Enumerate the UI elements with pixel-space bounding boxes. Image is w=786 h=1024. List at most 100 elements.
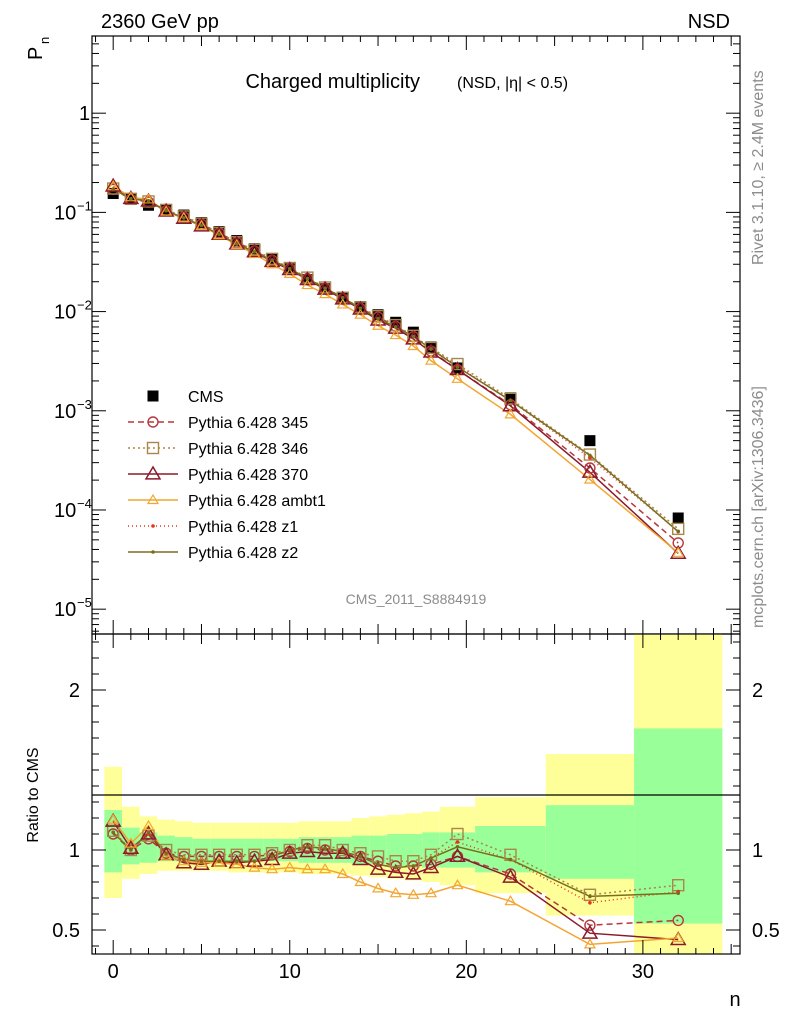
data-point-cms xyxy=(195,217,207,229)
ratio-point-p346 xyxy=(583,888,597,901)
ratio-point-z2 xyxy=(340,849,345,854)
y-tick-label-exponent: −5 xyxy=(77,595,92,610)
ratio-point-p346 xyxy=(283,843,296,857)
data-point-z2 xyxy=(340,295,345,300)
ratio-point-z2 xyxy=(411,864,416,868)
ratio-point-ambt1 xyxy=(451,879,464,890)
y-tick-label: 10 xyxy=(54,202,76,224)
ratio-point-p345 xyxy=(584,919,596,931)
data-point-z2 xyxy=(393,325,398,329)
data-point-cms xyxy=(213,226,225,238)
legend-label-p346: Pythia 6.428 346 xyxy=(188,441,308,458)
ratio-point-p370 xyxy=(352,851,369,866)
data-point-p346 xyxy=(672,522,685,536)
band-inner xyxy=(545,805,635,879)
data-point-p370 xyxy=(405,330,422,345)
data-point-z2 xyxy=(588,453,592,458)
band-inner xyxy=(404,834,423,866)
data-point-z2 xyxy=(358,306,363,311)
ratio-point-z2 xyxy=(252,859,257,863)
data-point-p346 xyxy=(142,195,155,208)
y-axis-label: P xyxy=(25,47,47,60)
ratio-point-p370 xyxy=(299,843,316,858)
ratio-point-p370 xyxy=(281,844,299,859)
ratio-point-ambt1 xyxy=(407,888,420,899)
legend-marker-p370 xyxy=(144,465,162,480)
ratio-point-p370 xyxy=(140,825,157,840)
data-point-ambt1 xyxy=(248,247,261,259)
data-point-z2 xyxy=(146,198,151,203)
data-point-z2 xyxy=(411,334,416,339)
legend-marker-z2 xyxy=(151,550,155,554)
data-point-z2 xyxy=(129,197,133,201)
data-point-ambt1 xyxy=(371,319,385,330)
data-point-ambt1 xyxy=(142,193,155,204)
ratio-point-z2 xyxy=(429,856,433,860)
data-point-p370 xyxy=(502,397,519,412)
ratio-point-p346 xyxy=(159,843,173,857)
ratio-point-ambt1 xyxy=(301,863,314,874)
ratio-point-p346 xyxy=(301,839,314,852)
data-point-ambt1 xyxy=(195,219,208,231)
data-point-ambt1 xyxy=(451,372,464,383)
data-point-ambt1 xyxy=(424,354,438,365)
ratio-point-p346 xyxy=(265,847,279,860)
legend-label-p370: Pythia 6.428 370 xyxy=(188,467,308,484)
ratio-point-p370 xyxy=(502,868,519,883)
ratio-point-ambt1 xyxy=(424,887,438,898)
x-tick-label: 20 xyxy=(455,961,477,983)
plot-title: Charged multiplicity xyxy=(245,71,420,93)
analysis-watermark: CMS_2011_S8884919 xyxy=(346,591,487,607)
data-point-p370 xyxy=(263,252,281,268)
ratio-point-p346 xyxy=(451,827,464,841)
data-point-p370 xyxy=(334,290,352,305)
ratio-point-ambt1 xyxy=(124,837,137,848)
x-tick-label: 30 xyxy=(632,961,654,983)
legend: CMS Pythia 6.428 345 Pythia 6.428 346 Pythi… xyxy=(128,389,326,562)
ratio-point-p370 xyxy=(334,844,352,859)
y-tick-label: 10 xyxy=(54,500,76,522)
ratio-point-ambt1 xyxy=(354,875,367,887)
ratio-point-p346 xyxy=(354,847,367,860)
ratio-plot-frame xyxy=(91,633,741,955)
ratio-point-p345 xyxy=(672,914,684,927)
legend-marker-z1 xyxy=(151,524,155,528)
data-point-z2 xyxy=(287,266,292,271)
data-point-p346 xyxy=(424,341,438,355)
data-point-z2 xyxy=(270,258,274,262)
rivet-version-label: Rivet 3.1.10, ≥ 2.4M events xyxy=(750,70,767,265)
data-point-ambt1 xyxy=(301,278,314,290)
x-tick-label: 10 xyxy=(279,961,301,983)
ratio-point-z2 xyxy=(111,830,115,835)
ratio-point-p370 xyxy=(581,924,599,939)
legend-label-ambt1: Pythia 6.428 ambt1 xyxy=(188,493,326,510)
ratio-plot-axes: 0.5 0.51 12 20 10 20 30 xyxy=(52,634,780,983)
data-point-ambt1 xyxy=(213,228,226,240)
y-tick-label: 1 xyxy=(79,103,90,125)
data-point-z2 xyxy=(455,365,460,369)
ratio-point-ambt1 xyxy=(336,867,349,879)
data-point-p345 xyxy=(584,462,596,474)
data-point-ambt1 xyxy=(354,308,367,319)
data-point-cms xyxy=(584,435,596,447)
data-point-p370 xyxy=(210,225,228,241)
ratio-point-z2 xyxy=(588,894,592,899)
ratio-point-z2 xyxy=(146,830,151,835)
y-tick-label-exponent: −1 xyxy=(77,198,92,213)
ratio-point-ambt1 xyxy=(230,858,243,869)
data-point-ambt1 xyxy=(319,287,332,299)
ratio-markers xyxy=(104,812,687,949)
data-point-ambt1 xyxy=(266,258,279,269)
data-point-z2 xyxy=(676,529,681,534)
ratio-point-z2 xyxy=(217,859,221,863)
ratio-point-z2 xyxy=(305,845,310,849)
ratio-point-z2 xyxy=(199,859,204,863)
y-tick-label: 10 xyxy=(54,302,76,324)
ratio-point-z2 xyxy=(393,865,398,870)
ratio-y-tick-label-right: 0.5 xyxy=(752,920,780,942)
data-point-z2 xyxy=(305,276,310,281)
main-plot-markers xyxy=(104,177,687,560)
ratio-point-z2 xyxy=(270,854,274,859)
data-point-p370 xyxy=(299,271,316,286)
